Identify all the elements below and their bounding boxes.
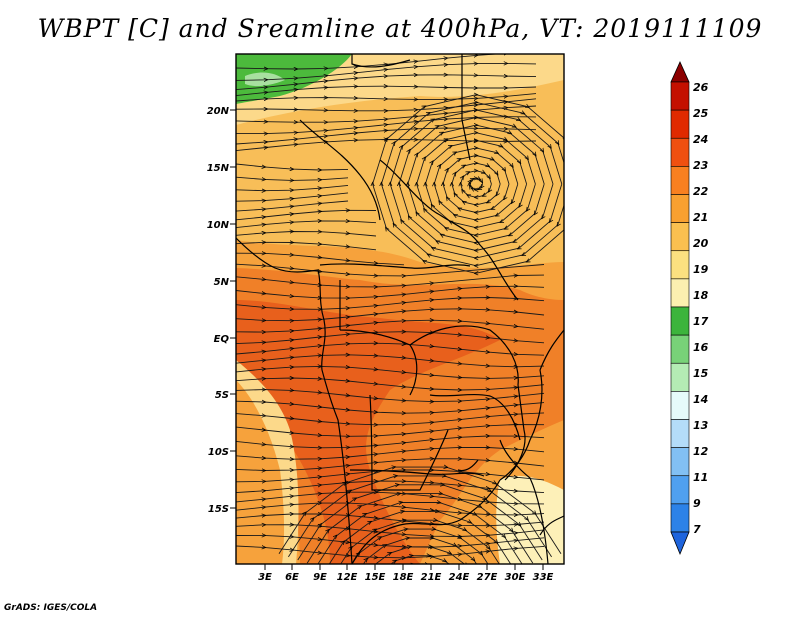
colorbar-swatch	[670, 137, 690, 167]
map-frame	[235, 53, 565, 565]
lon-label-27e: 27E	[477, 572, 498, 583]
colorbar-label-12: 12	[693, 445, 709, 458]
colorbar-label-26: 26	[693, 81, 709, 94]
grads-credit: GrADS: IGES/COLA	[4, 603, 98, 613]
lon-label-18e: 18E	[393, 572, 414, 583]
lon-label-30e: 30E	[505, 572, 526, 583]
colorbar-swatch	[670, 278, 690, 308]
streamline	[236, 343, 545, 355]
lon-label-21e: 21E	[421, 572, 442, 583]
lon-label-24e: 24E	[449, 572, 470, 583]
colorbar-label-19: 19	[693, 263, 709, 276]
streamline	[236, 93, 537, 101]
colorbar: 26 25 24 23 22 21 20 19 18 17 16 15 14 1…	[670, 61, 709, 556]
colorbar-label-23: 23	[693, 159, 709, 172]
lon-label-33e: 33E	[533, 572, 554, 583]
colorbar-swatch	[670, 250, 690, 280]
streamline	[236, 86, 537, 97]
colorbar-swatch	[670, 391, 690, 420]
colorbar-swatch	[670, 166, 690, 195]
wbpt-pale-region	[496, 475, 564, 564]
colorbar-swatch	[670, 362, 690, 392]
colorbar-swatch	[670, 109, 690, 139]
map-title: WBPT [C] and Sreamline at 400hPa, VT: 20…	[37, 14, 763, 43]
lat-label-5s: 5S	[215, 390, 229, 401]
lon-label-12e: 12E	[337, 572, 358, 583]
colorbar-label-24: 24	[693, 133, 708, 146]
colorbar-swatch	[670, 503, 690, 533]
lat-label-15s: 15S	[208, 504, 229, 515]
colorbar-label-20: 20	[693, 237, 709, 250]
streamline	[236, 210, 377, 221]
colorbar-swatch	[670, 475, 690, 505]
streamline	[236, 163, 349, 170]
lat-axis: 20N 15N 10N 5N EQ 5S 10S 15S	[207, 106, 236, 515]
streamlines	[236, 54, 564, 564]
colorbar-swatch	[670, 194, 690, 223]
colorbar-label-21: 21	[693, 211, 708, 224]
streamline	[236, 242, 377, 251]
colorbar-label-9: 9	[693, 497, 701, 510]
lat-label-20n: 20N	[207, 106, 230, 117]
colorbar-swatch	[670, 81, 690, 111]
colorbar-label-15: 15	[693, 367, 709, 380]
colorbar-swatch	[670, 447, 690, 477]
colorbar-label-16: 16	[693, 341, 709, 354]
lat-label-10s: 10S	[208, 447, 229, 458]
colorbar-label-17: 17	[693, 315, 709, 328]
colorbar-swatch	[670, 306, 690, 336]
lat-label-5n: 5N	[214, 277, 230, 288]
lon-label-9e: 9E	[313, 572, 327, 583]
colorbar-label-14: 14	[693, 393, 708, 406]
streamline	[236, 232, 377, 237]
colorbar-label-11: 11	[693, 471, 708, 484]
colorbar-label-18: 18	[693, 289, 709, 302]
streamline	[236, 140, 537, 152]
lon-axis: 3E 6E 9E 12E 15E 18E 21E 24E 27E 30E 33E	[258, 564, 554, 583]
lat-label-10n: 10N	[207, 220, 230, 231]
streamline	[236, 176, 349, 180]
streamline	[236, 332, 545, 344]
streamline	[236, 184, 349, 190]
country-borders	[236, 54, 564, 564]
colorbar-label-7: 7	[693, 523, 701, 536]
lat-label-eq: EQ	[214, 334, 230, 345]
colorbar-top-arrow	[670, 61, 690, 83]
colorbar-swatch	[670, 222, 690, 252]
colorbar-swatch	[670, 334, 690, 364]
streamline	[278, 467, 562, 555]
colorbar-label-13: 13	[693, 419, 709, 432]
streamline	[236, 192, 349, 201]
lon-label-3e: 3E	[258, 572, 272, 583]
colorbar-bottom-arrow	[670, 531, 690, 556]
streamline	[236, 200, 349, 212]
colorbar-label-25: 25	[693, 107, 709, 120]
lon-label-6e: 6E	[285, 572, 299, 583]
lat-label-15n: 15N	[207, 163, 230, 174]
streamline	[236, 390, 545, 402]
streamline	[236, 221, 377, 229]
colorbar-label-22: 22	[693, 185, 709, 198]
streamline	[236, 253, 405, 266]
colorbar-swatch	[670, 419, 690, 448]
lon-label-15e: 15E	[365, 572, 386, 583]
